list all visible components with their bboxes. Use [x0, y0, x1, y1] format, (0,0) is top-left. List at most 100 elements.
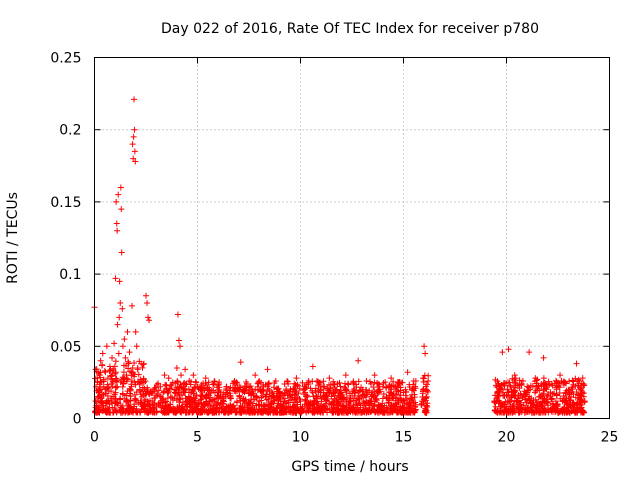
data-point-band: [366, 404, 373, 411]
data-point: [495, 380, 502, 387]
data-point-band: [284, 378, 291, 385]
data-point-band: [380, 390, 387, 397]
data-point: [511, 372, 518, 379]
data-point-band: [194, 401, 201, 408]
data-point-band: [502, 406, 509, 413]
data-point: [252, 372, 259, 379]
data-point: [404, 369, 411, 376]
data-point: [256, 398, 263, 405]
data-point: [119, 305, 126, 312]
data-point-band: [119, 409, 126, 416]
data-point-band: [203, 395, 210, 402]
data-point: [579, 375, 586, 382]
data-point-band: [406, 383, 413, 390]
data-point-band: [346, 403, 353, 410]
data-point: [367, 398, 374, 405]
data-point: [112, 370, 119, 377]
data-points: [91, 96, 588, 416]
data-point: [544, 392, 551, 399]
data-point-band: [504, 386, 511, 393]
data-point-band: [151, 405, 158, 412]
data-point-band: [363, 393, 370, 400]
data-point: [98, 393, 105, 400]
data-point-band: [99, 362, 106, 369]
data-point-band: [333, 401, 340, 408]
data-point-band: [569, 384, 576, 391]
data-point-band: [496, 389, 503, 396]
data-point-band: [95, 408, 102, 415]
data-point: [117, 184, 124, 191]
data-point-band: [337, 390, 344, 397]
data-point-band: [207, 403, 214, 410]
data-point-band: [366, 397, 373, 404]
data-point-band: [189, 399, 196, 406]
data-point-band: [237, 403, 244, 410]
data-point-band: [547, 389, 554, 396]
x-tick-label: 10: [292, 430, 310, 446]
data-point: [119, 343, 126, 350]
data-point-band: [363, 408, 370, 415]
data-point-band: [521, 388, 528, 395]
data-point-band: [505, 379, 512, 386]
data-point: [419, 398, 426, 405]
data-point-band: [294, 394, 301, 401]
data-point: [424, 403, 431, 410]
data-point-band: [265, 379, 272, 386]
data-point-band: [535, 382, 542, 389]
data-point-band: [273, 394, 280, 401]
data-point-band: [498, 381, 505, 388]
data-point-band: [252, 408, 259, 415]
data-point-band: [102, 369, 109, 376]
data-point-band: [315, 402, 322, 409]
data-point-band: [243, 409, 250, 416]
data-point-band: [423, 393, 430, 400]
data-point-band: [109, 404, 116, 411]
data-point-band: [163, 398, 170, 405]
data-point-band: [136, 380, 143, 387]
data-point-band: [362, 400, 369, 407]
data-point: [237, 359, 244, 366]
data-point-band: [119, 390, 126, 397]
data-point: [420, 375, 427, 382]
data-point-band: [324, 385, 331, 392]
data-point: [96, 372, 103, 379]
data-point: [309, 363, 316, 370]
data-point: [338, 389, 345, 396]
data-point-band: [577, 405, 584, 412]
data-point-band: [283, 386, 290, 393]
data-point: [118, 249, 125, 256]
data-point: [106, 363, 113, 370]
data-point-band: [332, 386, 339, 393]
data-point-band: [538, 392, 545, 399]
data-point-band: [381, 402, 388, 409]
data-point-band: [127, 397, 134, 404]
data-point: [145, 314, 152, 321]
data-point: [243, 380, 250, 387]
data-point: [94, 379, 101, 386]
data-point: [161, 372, 168, 379]
data-point-band: [104, 384, 111, 391]
y-tick-label: 0.05: [50, 339, 81, 355]
data-point: [165, 375, 172, 382]
data-point-band: [375, 401, 382, 408]
data-point: [371, 372, 378, 379]
data-point-band: [277, 394, 284, 401]
data-point-band: [208, 387, 215, 394]
data-point-band: [178, 409, 185, 416]
data-point-band: [265, 396, 272, 403]
data-point-band: [388, 403, 395, 410]
data-point-band: [553, 391, 560, 398]
data-point-band: [572, 375, 579, 382]
data-point: [163, 386, 170, 393]
data-point: [125, 360, 132, 367]
data-point: [219, 401, 226, 408]
data-point-band: [245, 406, 252, 413]
data-point-band: [320, 389, 327, 396]
data-point: [131, 148, 138, 155]
data-point-band: [172, 380, 179, 387]
data-point: [169, 379, 176, 386]
data-point: [421, 343, 428, 350]
data-point: [133, 343, 140, 350]
data-point: [202, 375, 209, 382]
